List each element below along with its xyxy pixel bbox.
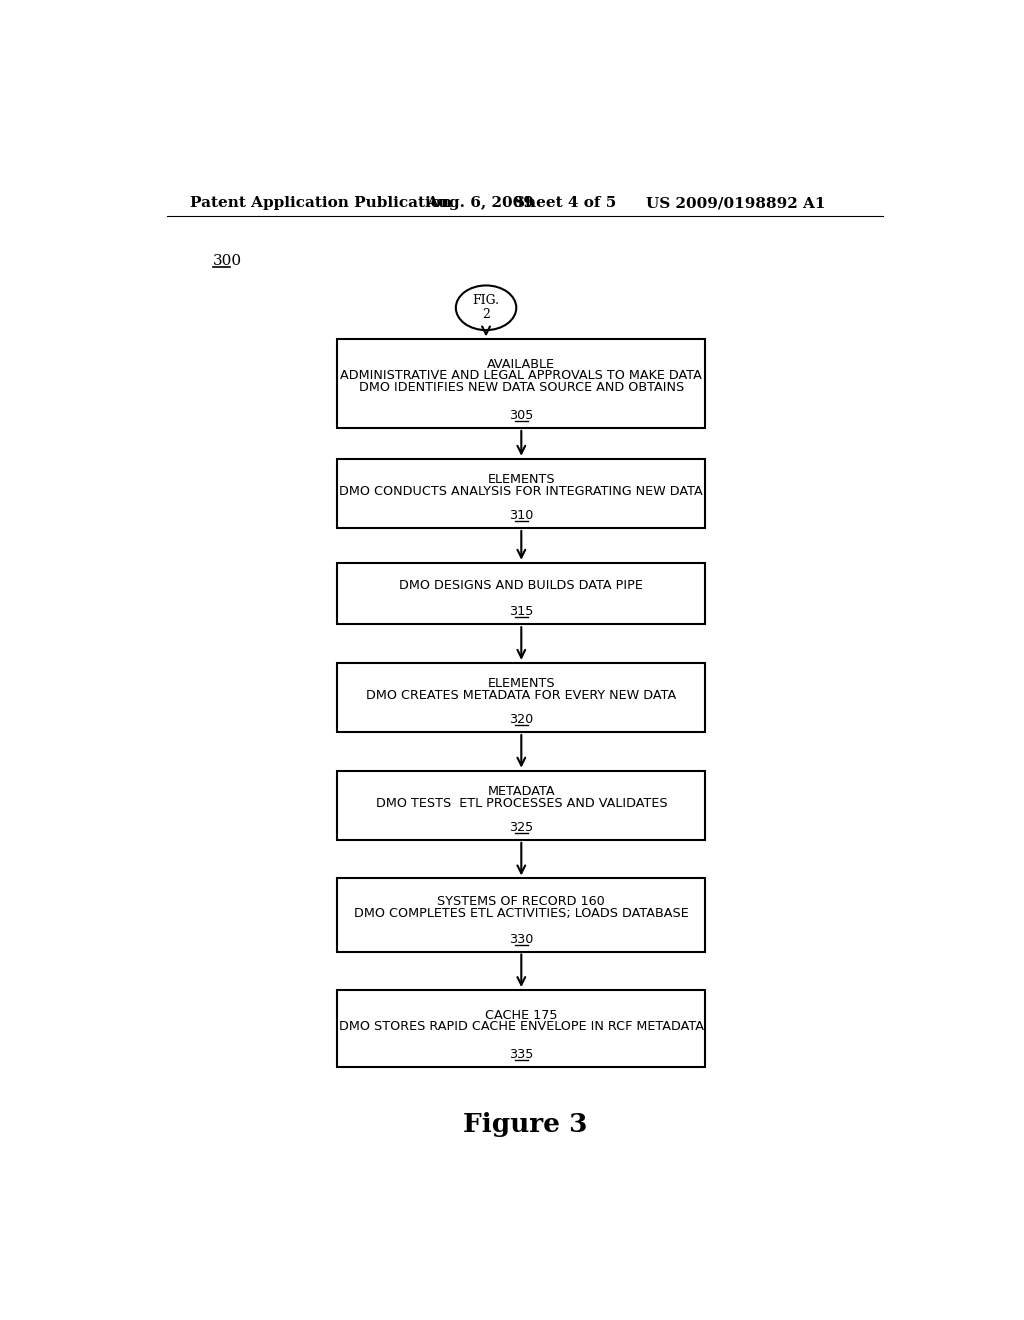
Text: 2: 2 <box>482 308 490 321</box>
Text: METADATA: METADATA <box>487 785 555 799</box>
Bar <box>337 878 706 952</box>
Text: Sheet 4 of 5: Sheet 4 of 5 <box>514 197 616 210</box>
Text: ELEMENTS: ELEMENTS <box>487 474 555 486</box>
Text: 305: 305 <box>509 409 534 422</box>
Text: DMO TESTS  ETL PROCESSES AND VALIDATES: DMO TESTS ETL PROCESSES AND VALIDATES <box>376 797 667 809</box>
Text: DMO IDENTIFIES NEW DATA SOURCE AND OBTAINS: DMO IDENTIFIES NEW DATA SOURCE AND OBTAI… <box>358 381 684 393</box>
Text: US 2009/0198892 A1: US 2009/0198892 A1 <box>646 197 825 210</box>
Text: 310: 310 <box>509 510 534 523</box>
Bar <box>337 771 706 840</box>
Bar <box>337 663 706 733</box>
Text: 325: 325 <box>509 821 534 834</box>
Bar <box>337 990 706 1067</box>
Bar <box>337 339 706 428</box>
Text: 320: 320 <box>509 713 534 726</box>
Text: FIG.: FIG. <box>472 294 500 308</box>
Text: DMO COMPLETES ETL ACTIVITIES; LOADS DATABASE: DMO COMPLETES ETL ACTIVITIES; LOADS DATA… <box>354 907 689 920</box>
Text: ADMINISTRATIVE AND LEGAL APPROVALS TO MAKE DATA: ADMINISTRATIVE AND LEGAL APPROVALS TO MA… <box>340 370 702 383</box>
Text: DMO CREATES METADATA FOR EVERY NEW DATA: DMO CREATES METADATA FOR EVERY NEW DATA <box>367 689 677 702</box>
Bar <box>337 459 706 528</box>
Text: SYSTEMS OF RECORD 160: SYSTEMS OF RECORD 160 <box>437 895 605 908</box>
Text: CACHE 175: CACHE 175 <box>485 1008 557 1022</box>
Text: Patent Application Publication: Patent Application Publication <box>190 197 452 210</box>
Text: DMO DESIGNS AND BUILDS DATA PIPE: DMO DESIGNS AND BUILDS DATA PIPE <box>399 579 643 593</box>
Text: ELEMENTS: ELEMENTS <box>487 677 555 690</box>
Ellipse shape <box>456 285 516 330</box>
Text: 335: 335 <box>509 1048 534 1061</box>
Text: 315: 315 <box>509 606 534 619</box>
Text: 300: 300 <box>213 253 243 268</box>
Bar <box>337 562 706 624</box>
Text: DMO CONDUCTS ANALYSIS FOR INTEGRATING NEW DATA: DMO CONDUCTS ANALYSIS FOR INTEGRATING NE… <box>339 484 703 498</box>
Text: AVAILABLE: AVAILABLE <box>487 358 555 371</box>
Text: 330: 330 <box>509 933 534 945</box>
Text: DMO STORES RAPID CACHE ENVELOPE IN RCF METADATA: DMO STORES RAPID CACHE ENVELOPE IN RCF M… <box>339 1020 703 1034</box>
Text: Figure 3: Figure 3 <box>463 1113 587 1138</box>
Text: Aug. 6, 2009: Aug. 6, 2009 <box>426 197 535 210</box>
